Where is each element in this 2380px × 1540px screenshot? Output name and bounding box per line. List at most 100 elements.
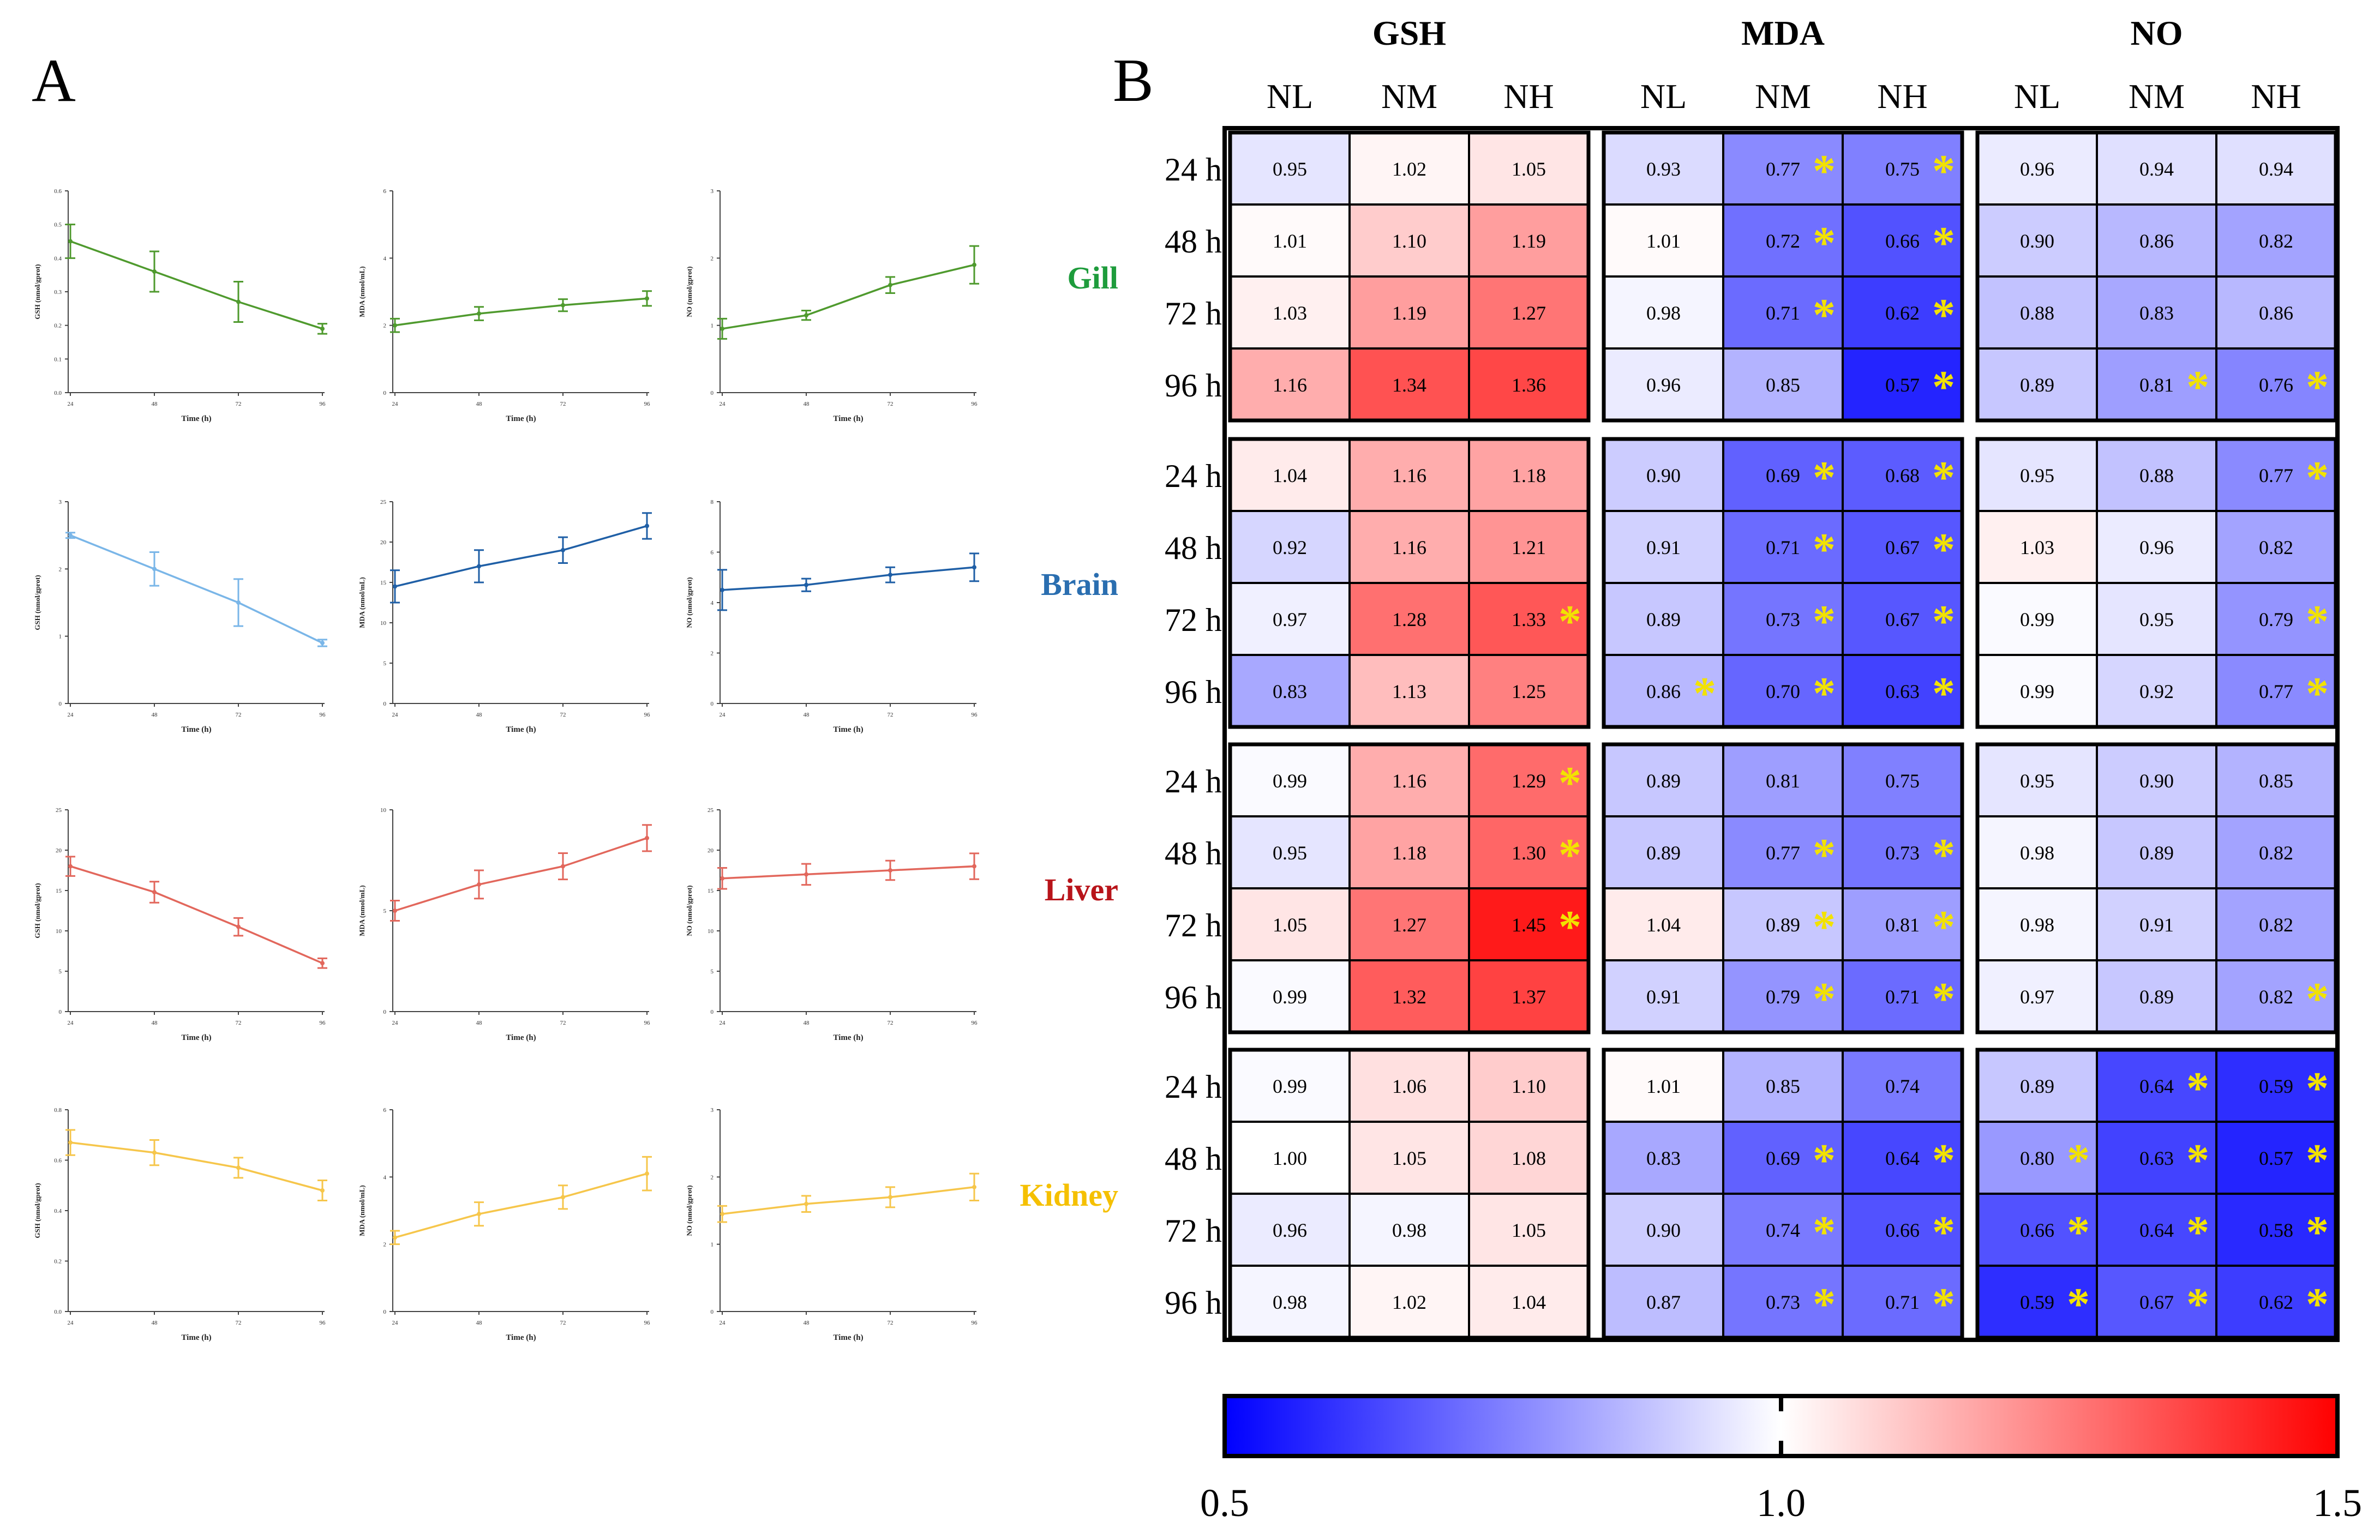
data-line xyxy=(394,525,648,588)
x-tick-label: 48 xyxy=(804,1020,810,1026)
data-point xyxy=(152,1150,157,1155)
significance-mark: * xyxy=(2067,1279,2090,1330)
data-point xyxy=(972,565,976,570)
y-tick-label: 1 xyxy=(59,634,62,640)
cell-value: 0.88 xyxy=(2020,302,2054,324)
significance-mark: * xyxy=(1932,452,1955,503)
data-line xyxy=(70,534,323,644)
cell-value: 0.89 xyxy=(1646,770,1681,792)
data-point xyxy=(393,1235,397,1240)
heatmap-cell xyxy=(2215,510,2337,584)
colorbar-label: 1.0 xyxy=(1756,1481,1806,1525)
heatmap-cell xyxy=(1976,1193,2098,1267)
cell-value: 1.13 xyxy=(1392,681,1426,702)
time-label: 96 h xyxy=(1165,979,1222,1015)
significance-mark: * xyxy=(1813,524,1836,575)
significance-mark: * xyxy=(1932,218,1955,268)
cell-value: 1.01 xyxy=(1646,1075,1681,1097)
significance-mark: * xyxy=(2306,1279,2329,1330)
cell-value: 0.96 xyxy=(1273,1219,1307,1241)
cell-value: 0.71 xyxy=(1766,537,1800,558)
y-tick-label: 0.0 xyxy=(54,390,62,396)
cell-value: 1.03 xyxy=(1273,302,1307,324)
data-point xyxy=(645,1171,649,1176)
y-tick-label: 0 xyxy=(711,701,714,707)
data-line xyxy=(722,263,975,330)
heatmap-cell xyxy=(1842,1121,1963,1195)
heatmap-cell xyxy=(1603,131,1724,206)
cell-value: 0.95 xyxy=(2020,465,2054,486)
heatmap-cell xyxy=(1468,959,1590,1033)
x-tick-label: 72 xyxy=(888,1320,894,1326)
cell-value: 1.04 xyxy=(1273,465,1307,486)
line-chart-liver: 0 5 10 15 20 25 24 48 72 96 Time (h) NO (nmol/gprot… xyxy=(685,807,979,1042)
y-tick-label: 0.8 xyxy=(54,1107,62,1114)
heatmap-cell xyxy=(1348,275,1470,350)
cell-value: 0.98 xyxy=(1273,1291,1307,1313)
cell-value: 0.92 xyxy=(2139,681,2174,702)
data-point xyxy=(68,533,73,538)
data-point xyxy=(477,311,481,316)
cell-value: 0.98 xyxy=(1646,302,1681,324)
cell-value: 0.66 xyxy=(2020,1219,2054,1241)
significance-mark: * xyxy=(1932,524,1955,575)
significance-mark: * xyxy=(1813,668,1836,719)
metric-header: GSH xyxy=(1372,14,1446,52)
y-tick-label: 0.1 xyxy=(54,356,62,363)
heatmap-cell xyxy=(1348,887,1470,961)
heatmap-cell xyxy=(1842,582,1963,656)
cell-value: 0.85 xyxy=(2259,770,2293,792)
significance-mark: * xyxy=(1932,290,1955,340)
heatmap-cell xyxy=(2096,438,2217,512)
x-tick-label: 96 xyxy=(972,712,978,718)
cell-value: 1.33 xyxy=(1512,609,1546,630)
data-point xyxy=(236,924,241,929)
cell-value: 1.05 xyxy=(1392,1147,1426,1169)
cell-value: 0.82 xyxy=(2259,230,2293,252)
cell-value: 0.89 xyxy=(2139,842,2174,864)
tissue-block-brain: Brain 24 h 1.04 1.16 1.18 0.90 0.69 * 0.68 * 0.95 0… xyxy=(1041,437,2338,729)
cell-value: 0.98 xyxy=(2020,914,2054,936)
heatmap-cell xyxy=(2096,959,2217,1033)
cell-value: 0.70 xyxy=(1766,681,1800,702)
block-border xyxy=(1228,130,1591,423)
time-label: 24 h xyxy=(1165,1069,1222,1105)
y-tick-label: 0.3 xyxy=(54,289,62,296)
cell-value: 0.81 xyxy=(2139,374,2174,396)
time-label: 72 h xyxy=(1165,296,1222,332)
data-point xyxy=(720,326,724,331)
cell-value: 0.62 xyxy=(2259,1291,2293,1313)
heatmap-cell xyxy=(1722,131,1844,206)
heatmap-cell xyxy=(1976,1049,2098,1123)
heatmap-cell xyxy=(1348,131,1470,206)
x-tick-label: 96 xyxy=(972,401,978,407)
cell-value: 1.36 xyxy=(1512,374,1546,396)
y-tick-label: 5 xyxy=(59,968,62,975)
y-tick-label: 2 xyxy=(711,255,714,262)
cell-value: 1.18 xyxy=(1392,842,1426,864)
cell-value: 0.99 xyxy=(1273,770,1307,792)
group-label: NL xyxy=(1267,77,1313,116)
y-tick-label: 15 xyxy=(708,888,714,894)
significance-mark: * xyxy=(1932,1207,1955,1258)
cell-value: 0.77 xyxy=(2259,465,2293,486)
cell-value: 0.91 xyxy=(1646,986,1681,1008)
y-tick-label: 2 xyxy=(711,651,714,657)
block-border xyxy=(1602,130,1964,423)
data-point xyxy=(972,1184,976,1189)
y-tick-label: 2 xyxy=(383,1242,387,1248)
group-label: NH xyxy=(2251,77,2301,116)
cell-value: 1.04 xyxy=(1646,914,1681,936)
data-point xyxy=(561,1195,565,1200)
cell-value: 0.86 xyxy=(2259,302,2293,324)
y-tick-label: 0 xyxy=(711,390,714,396)
x-tick-label: 96 xyxy=(644,1020,651,1026)
x-tick-label: 72 xyxy=(560,401,566,407)
heatmap-cell xyxy=(1976,815,2098,889)
heatmap-cell xyxy=(1603,510,1724,584)
significance-mark: * xyxy=(2306,1063,2329,1114)
x-tick-label: 96 xyxy=(644,712,651,718)
heatmap-cell xyxy=(1468,1193,1590,1267)
x-axis-label: Time (h) xyxy=(506,1333,536,1342)
